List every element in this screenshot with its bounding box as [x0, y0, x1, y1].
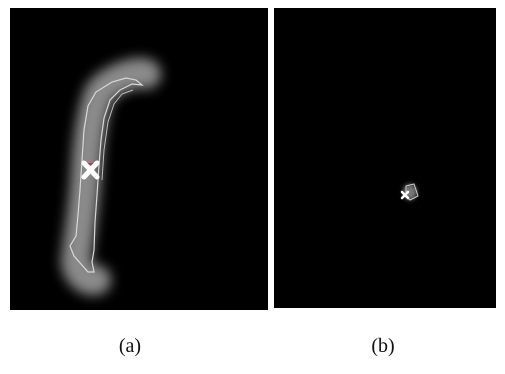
page: (a) (b) (() => { const data = JSON.parse…	[0, 0, 505, 369]
panel-b-background	[274, 8, 496, 308]
caption-b: (b)	[371, 335, 394, 357]
panel-b	[274, 8, 496, 308]
panel-a-background	[10, 8, 268, 310]
panel-a	[10, 8, 268, 310]
caption-a: (a)	[119, 335, 141, 357]
figure: (a) (b)	[0, 0, 505, 369]
